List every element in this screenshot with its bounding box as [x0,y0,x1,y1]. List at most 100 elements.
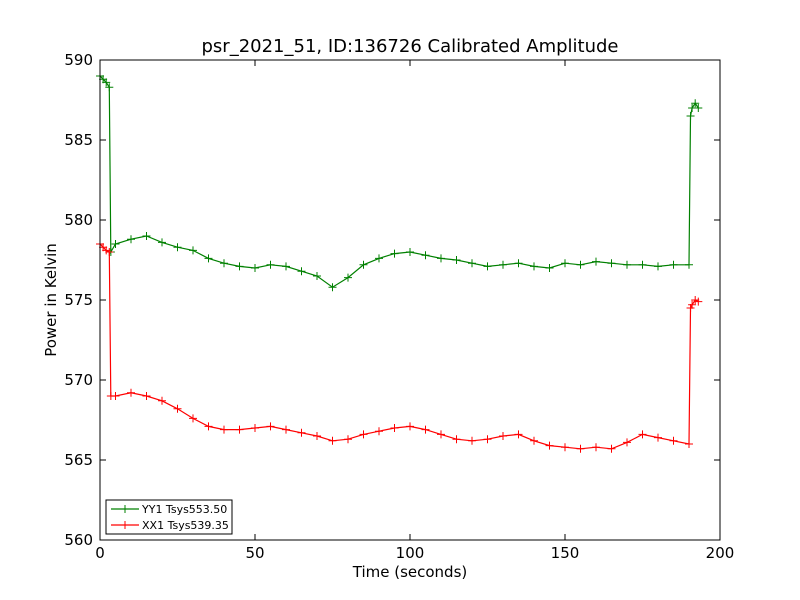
data-point [406,422,414,431]
data-point [220,259,228,268]
data-point [607,444,616,453]
data-point [328,436,337,445]
y-tick-label: 560 [64,531,93,549]
x-tick-label: 200 [706,544,735,562]
data-point [654,262,662,271]
data-point [623,260,631,269]
data-point [344,273,352,282]
y-tick-label: 575 [64,291,93,309]
data-point [235,425,244,434]
legend-label: XX1 Tsys539.35 [142,519,229,532]
x-tick-label: 0 [95,544,105,562]
data-point [266,260,275,269]
x-tick-label: 150 [551,544,580,562]
data-point [266,422,275,431]
data-point [142,392,151,400]
data-point [530,436,538,445]
y-tick-label: 590 [64,51,93,69]
data-point [561,259,569,268]
y-tick-label: 585 [64,131,93,149]
data-point [158,238,166,247]
data-point [375,427,383,436]
data-point [102,78,111,87]
chart-title: psr_2021_51, ID:136726 Calibrated Amplit… [201,36,618,57]
legend: YY1 Tsys553.50 XX1 Tsys539.35 [105,499,233,535]
data-point [499,260,507,269]
data-point [204,422,213,431]
data-point [452,256,461,264]
data-point [437,254,445,263]
data-point [685,260,693,269]
data-point [111,392,120,400]
series-group [96,240,703,453]
data-point [173,404,182,413]
data-point [694,297,703,306]
data-point [142,232,151,240]
y-axis-label: Power in Kelvin [42,243,60,357]
data-point [654,433,662,442]
data-point [220,425,228,434]
data-point [421,251,430,260]
data-point [514,259,523,268]
data-point [545,264,554,272]
data-point [576,260,585,269]
data-point [576,444,585,453]
data-point [127,235,135,244]
axis-ticks: 0 50 100 150 200 560 565 570 575 580 585 590 [64,51,734,562]
data-point [592,257,600,266]
data-point [607,259,616,268]
data-point [545,441,554,450]
data-point [158,396,166,405]
data-point [282,425,290,434]
data-point [313,272,321,280]
data-point [204,254,213,263]
data-point [344,435,352,444]
data-point [688,300,697,309]
data-point [691,99,700,108]
x-axis-label: Time (seconds) [352,563,468,581]
data-point [105,83,114,92]
data-point [499,432,507,440]
y-tick-label: 570 [64,371,93,389]
data-point [483,262,492,271]
data-point [638,430,647,439]
data-point [406,248,414,256]
data-point [390,424,399,432]
legend-box [105,499,233,535]
data-point [685,440,693,448]
data-point [669,260,678,269]
data-point [592,443,600,452]
x-tick-label: 100 [396,544,425,562]
y-tick-label: 580 [64,211,93,229]
data-point [686,112,695,120]
data-point [452,435,461,444]
data-point [105,248,114,256]
data-point [127,388,135,397]
data-point [421,425,430,434]
data-point [483,435,492,444]
data-point [623,438,631,447]
y-tick-label: 565 [64,451,93,469]
data-point [514,430,523,439]
data-point [359,260,368,269]
data-point [530,262,538,271]
data-point [297,267,306,276]
legend-marker [121,521,129,529]
data-point [297,428,306,437]
data-point [686,304,695,312]
data-point [359,430,368,439]
data-point [313,432,321,440]
data-point [251,264,259,272]
legend-label: YY1 Tsys553.50 [141,503,227,516]
data-point [561,443,569,452]
data-point [694,104,703,112]
data-point [390,249,399,258]
data-point [468,436,476,445]
data-point [282,262,290,271]
data-point [251,424,259,432]
data-point [328,283,337,292]
data-point [638,260,647,269]
x-tick-label: 50 [245,544,264,562]
plot-area [96,72,703,453]
